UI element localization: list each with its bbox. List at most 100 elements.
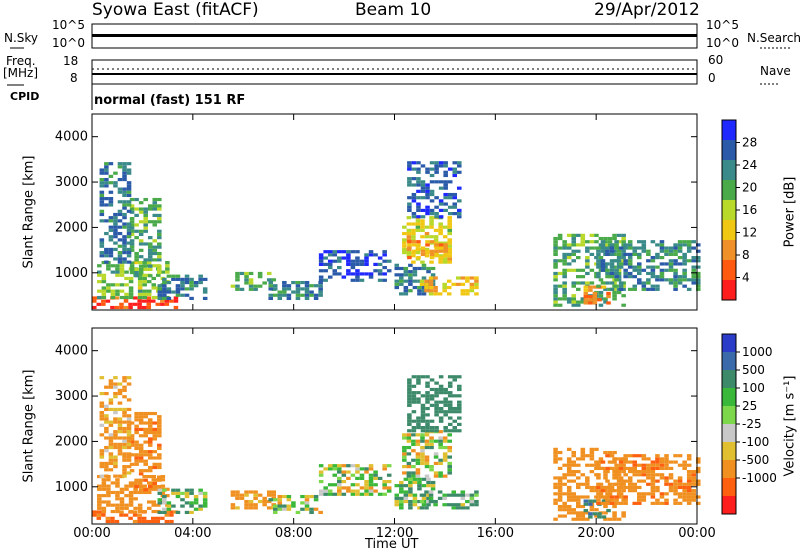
data-cell — [411, 240, 417, 244]
data-cell — [641, 268, 647, 272]
nsearch-tick-bottom: 10^0 — [706, 36, 739, 50]
data-cell — [364, 259, 369, 263]
data-cell — [668, 259, 674, 263]
colorbar-segment — [722, 370, 736, 389]
data-cell — [616, 259, 622, 263]
data-cell — [426, 493, 431, 497]
data-cell — [434, 243, 439, 247]
data-cell — [160, 270, 166, 274]
data-cell — [407, 243, 412, 247]
data-cell — [447, 244, 452, 248]
data-cell — [346, 269, 351, 273]
data-cell — [420, 436, 425, 440]
data-cell — [641, 454, 647, 458]
data-cell — [104, 461, 109, 466]
data-cell — [399, 266, 404, 271]
data-cell — [147, 481, 153, 485]
data-cell — [597, 298, 602, 302]
data-cell — [571, 498, 576, 502]
data-cell — [447, 192, 453, 197]
data-cell — [557, 246, 563, 250]
data-cell — [104, 171, 109, 175]
data-cell — [101, 302, 106, 306]
data-cell — [641, 495, 647, 499]
data-cell — [92, 513, 97, 517]
data-cell — [566, 256, 572, 260]
data-cell — [108, 452, 114, 456]
data-cell — [129, 440, 135, 444]
data-cell — [189, 287, 194, 291]
data-cell — [137, 481, 143, 485]
data-cell — [553, 454, 558, 458]
data-cell — [403, 490, 409, 494]
data-cell — [304, 494, 310, 499]
data-cell — [134, 223, 139, 227]
data-cell — [596, 252, 601, 257]
data-cell — [117, 212, 123, 217]
data-cell — [406, 471, 412, 475]
colorbar-tick-label: 1000 — [742, 345, 773, 359]
data-cell — [147, 267, 153, 271]
data-cell — [171, 491, 176, 495]
data-cell — [386, 479, 392, 484]
freq-tick-bottom: 8 — [70, 71, 78, 85]
data-cell — [447, 461, 452, 466]
data-cell — [457, 387, 462, 392]
data-cell — [659, 476, 665, 480]
data-cell — [147, 411, 153, 416]
data-cell — [138, 421, 144, 425]
data-cell — [166, 290, 172, 294]
data-cell — [180, 277, 185, 281]
data-cell — [682, 463, 687, 467]
data-cell — [402, 436, 407, 440]
data-cell — [429, 426, 435, 430]
data-cell — [438, 249, 444, 253]
data-cell — [607, 450, 613, 455]
data-cell — [677, 249, 683, 253]
data-cell — [138, 264, 144, 268]
data-cell — [614, 463, 619, 467]
data-cell — [618, 463, 624, 467]
data-cell — [691, 476, 696, 480]
data-cell — [142, 295, 147, 300]
data-cell — [122, 212, 127, 217]
data-cell — [424, 231, 430, 236]
data-cell — [673, 284, 678, 288]
data-cell — [126, 251, 132, 255]
data-cell — [162, 488, 167, 492]
data-cell — [235, 493, 240, 497]
data-cell — [101, 295, 107, 300]
data-cell — [327, 492, 333, 496]
data-cell — [429, 192, 435, 197]
data-cell — [110, 516, 115, 520]
data-cell — [571, 495, 576, 499]
data-cell — [585, 476, 590, 480]
data-cell — [585, 259, 590, 263]
data-cell — [614, 498, 619, 502]
data-cell — [452, 202, 458, 206]
data-cell — [447, 422, 453, 426]
data-cell — [416, 161, 421, 165]
data-cell — [295, 293, 301, 297]
data-cell — [446, 292, 452, 296]
data-cell — [695, 495, 701, 499]
data-cell — [566, 460, 572, 464]
data-cell — [133, 490, 138, 495]
data-cell — [650, 485, 656, 490]
data-cell — [447, 247, 452, 252]
data-cell — [119, 302, 124, 306]
data-cell — [373, 473, 378, 477]
data-cell — [612, 294, 617, 298]
data-cell — [429, 445, 434, 450]
data-cell — [641, 473, 647, 477]
data-cell — [429, 256, 435, 260]
data-cell — [402, 251, 407, 255]
data-cell — [318, 470, 324, 474]
data-cell — [318, 489, 324, 493]
data-cell — [429, 387, 435, 392]
data-cell — [147, 220, 153, 224]
data-cell — [122, 190, 127, 194]
data-cell — [268, 284, 273, 288]
data-cell — [438, 260, 443, 264]
data-cell — [443, 391, 448, 395]
